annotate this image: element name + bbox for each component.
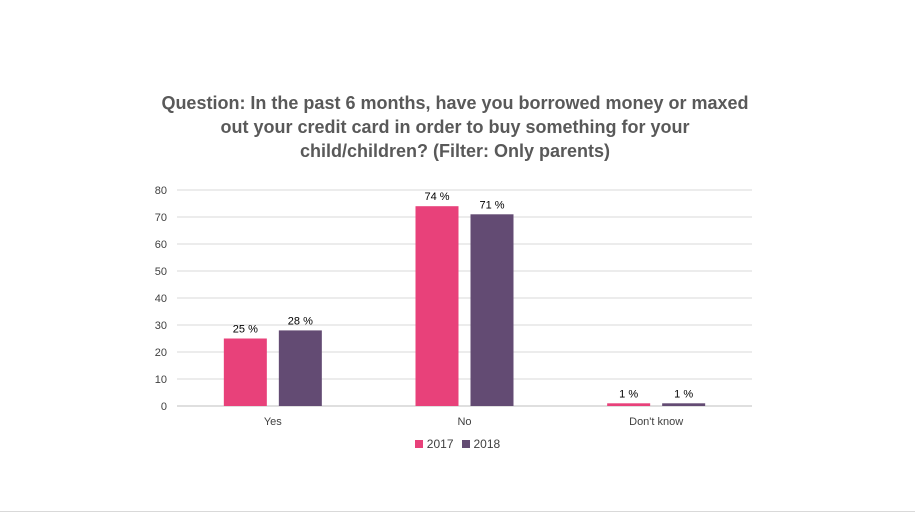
legend-swatch-2018 xyxy=(461,440,470,448)
chart-title-line-2: out your credit card in order to buy som… xyxy=(220,117,690,137)
y-tick-label-30: 30 xyxy=(155,320,167,332)
bar-2018-2 xyxy=(662,403,706,406)
y-tick-label-0: 0 xyxy=(161,401,167,413)
x-tick-label-1: No xyxy=(457,416,471,428)
legend-label-2018: 2018 xyxy=(473,437,501,451)
legend-swatch-2017 xyxy=(414,440,423,448)
data-label-2018-1: 71 % xyxy=(479,199,504,211)
x-tick-label-2: Don't know xyxy=(629,416,683,428)
bar-2018-1 xyxy=(470,214,514,406)
bar-2017-1 xyxy=(415,206,459,406)
data-label-2018-2: 1 % xyxy=(674,388,693,400)
y-tick-label-20: 20 xyxy=(155,347,167,359)
bottom-divider xyxy=(0,511,915,512)
legend: 2017 2018 xyxy=(0,437,915,451)
y-tick-label-80: 80 xyxy=(155,185,167,197)
y-tick-label-60: 60 xyxy=(155,239,167,251)
legend-item-2018: 2018 xyxy=(461,437,501,451)
chart-title: Question: In the past 6 months, have you… xyxy=(140,91,770,163)
legend-label-2017: 2017 xyxy=(426,437,454,451)
chart-title-line-1: Question: In the past 6 months, have you… xyxy=(161,93,749,113)
data-label-2017-0: 25 % xyxy=(233,324,258,336)
bar-2018-0 xyxy=(278,330,322,406)
data-label-2017-2: 1 % xyxy=(619,388,638,400)
y-tick-label-70: 70 xyxy=(155,212,167,224)
y-tick-label-40: 40 xyxy=(155,293,167,305)
y-tick-label-10: 10 xyxy=(155,374,167,386)
bar-2017-0 xyxy=(223,338,267,406)
y-tick-label-50: 50 xyxy=(155,266,167,278)
legend-item-2017: 2017 xyxy=(414,437,454,451)
bar-2017-2 xyxy=(607,403,651,406)
x-tick-label-0: Yes xyxy=(264,416,282,428)
chart-title-line-3: child/children? (Filter: Only parents) xyxy=(299,141,611,161)
data-label-2017-1: 74 % xyxy=(424,191,449,203)
data-label-2018-0: 28 % xyxy=(288,315,313,327)
